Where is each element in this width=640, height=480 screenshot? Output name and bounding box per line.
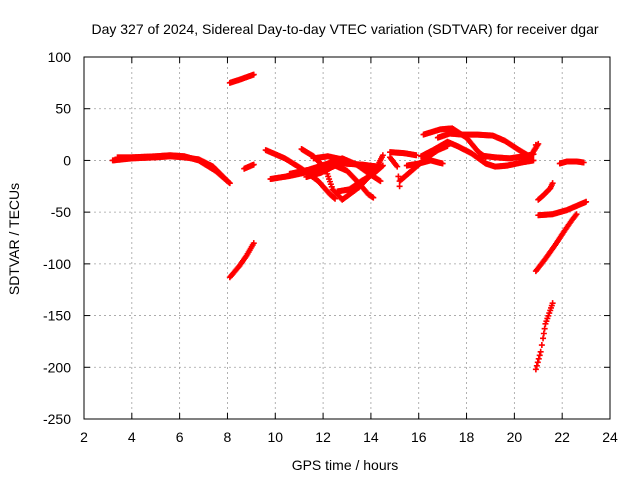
data-point xyxy=(250,161,257,168)
x-tick-label: 8 xyxy=(224,429,232,445)
data-series xyxy=(303,162,377,201)
data-point xyxy=(378,163,385,170)
data-series xyxy=(532,300,556,373)
data-series xyxy=(387,154,403,190)
data-series xyxy=(535,180,556,203)
x-tick-label: 12 xyxy=(315,429,331,445)
data-series xyxy=(535,198,590,219)
data-series xyxy=(403,157,446,169)
data-point xyxy=(534,359,541,366)
data-point xyxy=(331,194,338,201)
data-point xyxy=(250,71,257,78)
data-point xyxy=(580,159,587,166)
data-point xyxy=(538,342,545,349)
x-tick-label: 22 xyxy=(554,429,570,445)
data-point xyxy=(226,180,233,187)
data-series xyxy=(241,161,257,172)
data-point xyxy=(370,194,377,201)
x-tick-label: 14 xyxy=(363,429,379,445)
data-series xyxy=(226,240,257,281)
data-point xyxy=(536,352,543,359)
chart-title: Day 327 of 2024, Sidereal Day-to-day VTE… xyxy=(91,21,598,37)
data-point xyxy=(583,198,590,205)
data-point xyxy=(439,160,446,167)
data-point xyxy=(379,152,386,159)
data-point xyxy=(549,300,556,307)
y-tick-label: -100 xyxy=(43,256,71,272)
data-series xyxy=(556,158,587,167)
data-point xyxy=(395,173,402,180)
y-axis-label: SDTVAR / TECUs xyxy=(6,183,22,295)
data-point xyxy=(549,180,556,187)
data-series xyxy=(532,211,580,275)
y-tick-label: -50 xyxy=(51,204,71,220)
y-tick-label: 0 xyxy=(63,152,71,168)
x-tick-label: 24 xyxy=(602,429,618,445)
plot-frame xyxy=(83,56,611,420)
x-tick-label: 4 xyxy=(128,429,136,445)
x-tick-label: 10 xyxy=(267,429,283,445)
x-tick-label: 6 xyxy=(176,429,184,445)
data-point xyxy=(537,348,544,355)
data-point xyxy=(533,362,540,369)
y-tick-label: -250 xyxy=(43,411,71,427)
data-point xyxy=(535,355,542,362)
data-series xyxy=(434,130,535,161)
data-point xyxy=(530,157,537,164)
data-point xyxy=(377,178,384,185)
data-series xyxy=(387,149,420,159)
data-point xyxy=(413,152,420,159)
x-tick-label: 16 xyxy=(411,429,427,445)
y-tick-label: 100 xyxy=(48,49,72,65)
data-point xyxy=(332,195,339,202)
data-point xyxy=(532,366,539,373)
x-tick-label: 20 xyxy=(507,429,523,445)
data-point xyxy=(394,163,401,170)
data-point xyxy=(250,240,257,247)
x-tick-label: 2 xyxy=(80,429,88,445)
data-point xyxy=(225,179,232,186)
data-point xyxy=(396,183,403,190)
x-tick-label: 18 xyxy=(459,429,475,445)
y-tick-labels: -250 -200 -150 -100 -50 0 50 100 xyxy=(43,49,71,427)
x-axis-label: GPS time / hours xyxy=(292,457,399,473)
data-points xyxy=(109,71,590,373)
data-series xyxy=(114,152,233,187)
data-point xyxy=(573,211,580,218)
axis-ticks xyxy=(83,56,611,420)
grid-lines xyxy=(84,57,610,419)
data-series xyxy=(418,138,537,170)
y-tick-label: 50 xyxy=(55,101,71,117)
data-series xyxy=(310,153,384,185)
x-tick-labels: 2 4 6 8 10 12 14 16 18 20 22 24 xyxy=(80,429,618,445)
data-series xyxy=(334,162,386,195)
data-point xyxy=(379,162,386,169)
data-point xyxy=(535,140,542,147)
y-tick-label: -150 xyxy=(43,308,71,324)
data-series xyxy=(226,71,257,86)
data-series xyxy=(518,140,542,161)
y-tick-label: -200 xyxy=(43,359,71,375)
